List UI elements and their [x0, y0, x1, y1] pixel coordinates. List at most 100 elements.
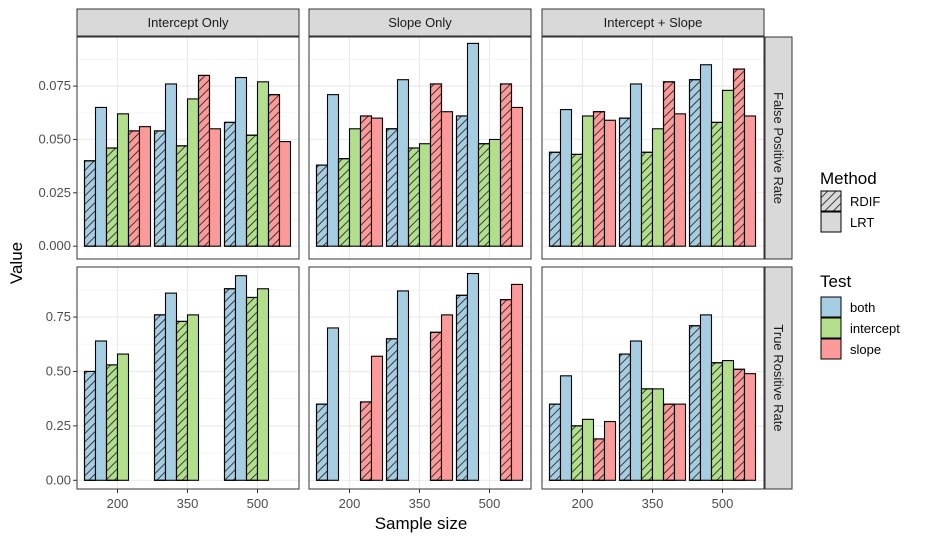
bar-slope-lrt — [743, 115, 757, 247]
bar-hatch-intercept — [245, 296, 259, 481]
bar-hatch-both — [153, 314, 167, 481]
bar-intercept-lrt — [488, 138, 502, 247]
legend-method-label: RDIF — [850, 194, 880, 209]
col-strip-label: Intercept + Slope — [604, 15, 703, 30]
bar-both-lrt — [396, 290, 410, 481]
bar-hatch-both — [548, 151, 562, 247]
x-tick-label: 500 — [712, 496, 734, 511]
bar-slope-lrt — [673, 403, 687, 481]
bar-both-lrt — [164, 83, 178, 247]
legend-method-title: Method — [820, 169, 877, 188]
x-axis-title: Sample size — [375, 514, 468, 533]
legend-test-label: intercept — [850, 321, 900, 336]
bar-intercept-lrt — [186, 314, 200, 481]
bar-hatch-both — [385, 128, 399, 247]
y-axis-title: Value — [7, 242, 26, 284]
bar-intercept-lrt — [256, 288, 270, 481]
bar-hatch-slope — [592, 111, 606, 247]
panel-1-1 — [308, 266, 532, 490]
bar-hatch-both — [688, 79, 702, 247]
y-tick-label: 0.50 — [46, 363, 71, 378]
bar-slope-lrt — [440, 314, 454, 481]
col-strip — [76, 8, 300, 37]
bar-slope-lrt — [208, 128, 222, 247]
bar-intercept-lrt — [721, 360, 735, 481]
bar-hatch-slope — [592, 438, 606, 481]
y-tick-label: 0.00 — [46, 472, 71, 487]
bar-both-lrt — [559, 375, 573, 481]
bar-both-lrt — [629, 340, 643, 481]
bar-hatch-slope — [127, 130, 141, 247]
bar-both-lrt — [699, 64, 713, 247]
bar-hatch-intercept — [105, 147, 119, 247]
x-tick-label: 200 — [572, 496, 594, 511]
bar-hatch-intercept — [710, 121, 724, 247]
y-tick-label: 0.050 — [38, 131, 71, 146]
bar-hatch-intercept — [640, 388, 654, 481]
bar-hatch-slope — [359, 115, 373, 247]
bar-hatch-intercept — [710, 362, 724, 481]
bar-hatch-both — [83, 160, 97, 247]
row-strip — [764, 266, 793, 490]
bar-both-lrt — [466, 272, 480, 481]
bar-intercept-lrt — [581, 115, 595, 247]
x-tick-label: 200 — [107, 496, 129, 511]
bar-intercept-lrt — [348, 128, 362, 247]
bar-intercept-lrt — [116, 113, 130, 247]
bar-hatch-both — [315, 164, 329, 247]
row-strip-label: False Positive Rate — [771, 92, 786, 204]
bar-hatch-both — [548, 403, 562, 481]
legend-test-label: slope — [850, 342, 881, 357]
bar-hatch-both — [618, 117, 632, 247]
bar-slope-lrt — [603, 119, 617, 247]
bar-intercept-lrt — [581, 418, 595, 481]
bar-hatch-intercept — [407, 147, 421, 247]
bar-both-lrt — [699, 314, 713, 481]
x-tick-label: 500 — [247, 496, 269, 511]
bar-both-lrt — [326, 327, 340, 481]
bar-slope-lrt — [673, 113, 687, 247]
row-strip-label: True Rositive Rate — [771, 324, 786, 431]
bar-hatch-both — [315, 403, 329, 481]
col-strip — [541, 8, 765, 37]
bar-intercept-lrt — [186, 98, 200, 247]
bar-slope-lrt — [743, 373, 757, 481]
bar-hatch-both — [385, 338, 399, 481]
bar-hatch-slope — [732, 368, 746, 481]
panel-0-2 — [541, 36, 765, 260]
bar-slope-lrt — [138, 126, 152, 247]
panel-1-2 — [541, 266, 765, 490]
bar-slope-lrt — [440, 111, 454, 247]
x-tick-label: 500 — [479, 496, 501, 511]
bar-hatch-slope — [429, 331, 443, 481]
y-tick-label: 0.75 — [46, 309, 71, 324]
col-strip-label: Intercept Only — [148, 15, 229, 30]
bar-intercept-lrt — [418, 143, 432, 247]
y-tick-label: 0.075 — [38, 78, 71, 93]
legend-method-label: LRT — [850, 215, 874, 230]
bar-hatch-slope — [662, 81, 676, 247]
bar-hatch-both — [83, 370, 97, 481]
bar-hatch-intercept — [477, 143, 491, 247]
bar-hatch-both — [223, 121, 237, 247]
bar-hatch-both — [153, 130, 167, 247]
bar-both-lrt — [396, 79, 410, 247]
y-tick-label: 0.25 — [46, 418, 71, 433]
bar-intercept-lrt — [651, 388, 665, 481]
bar-hatch-both — [223, 288, 237, 481]
bar-hatch-both — [618, 353, 632, 481]
bar-hatch-slope — [499, 299, 513, 481]
bar-slope-lrt — [603, 420, 617, 481]
bar-slope-lrt — [510, 106, 524, 247]
bar-hatch-both — [688, 325, 702, 481]
bar-hatch-intercept — [570, 425, 584, 481]
bar-slope-lrt — [370, 117, 384, 247]
bar-hatch-intercept — [175, 145, 189, 247]
legend-test-label: both — [850, 300, 875, 315]
bar-hatch-both — [455, 115, 469, 247]
bar-hatch-intercept — [337, 158, 351, 247]
bar-both-lrt — [94, 106, 108, 247]
panel-border — [308, 36, 532, 260]
bar-hatch-slope — [499, 83, 513, 247]
